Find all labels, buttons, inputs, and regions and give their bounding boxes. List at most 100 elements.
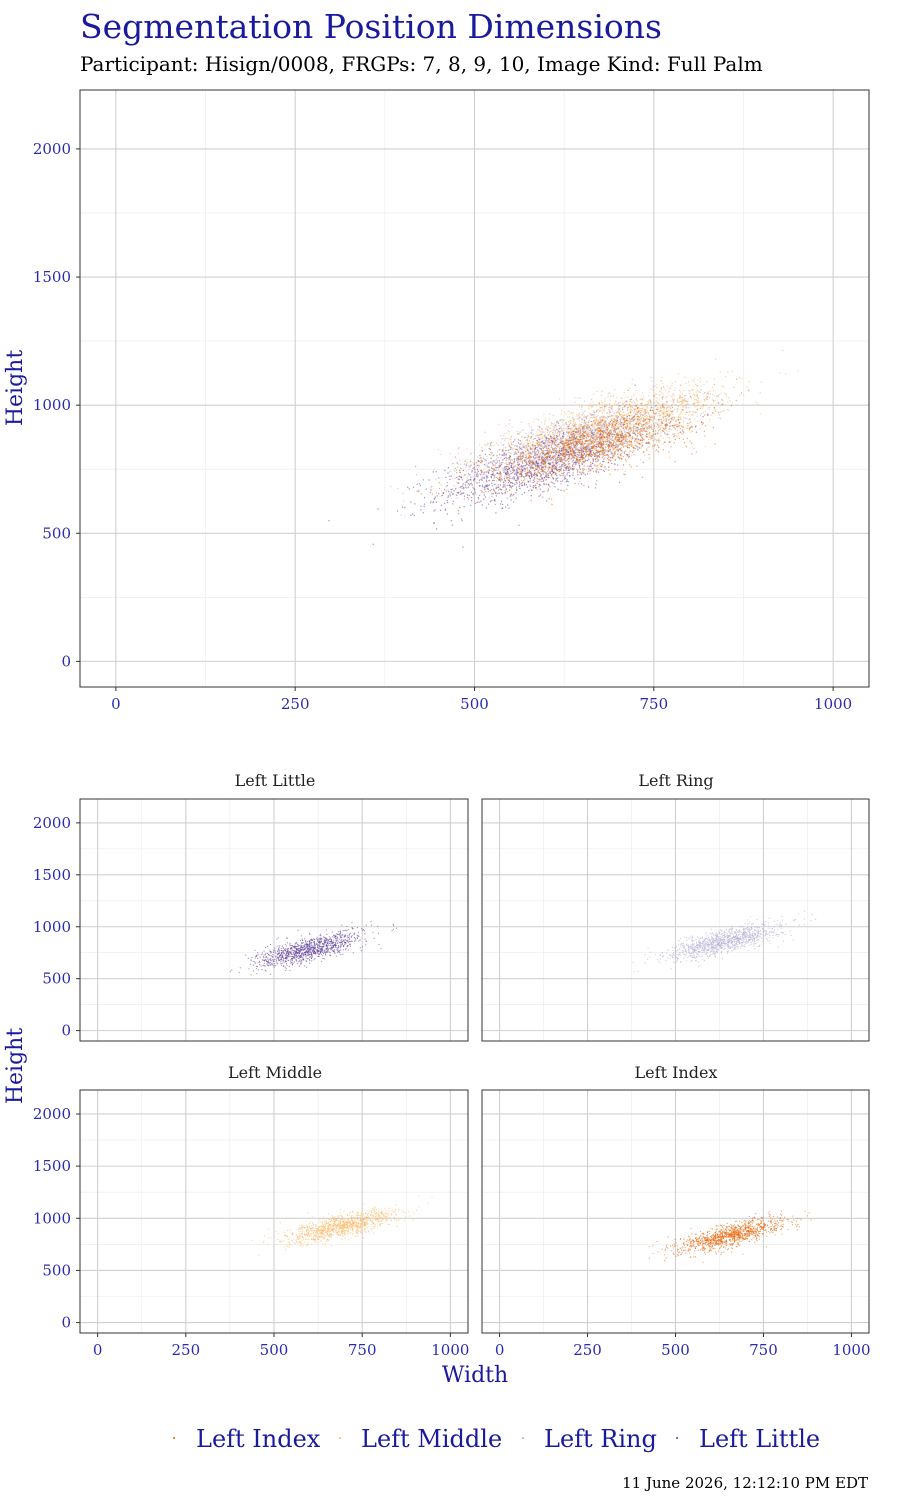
- scatter-point: [481, 470, 483, 473]
- scatter-point: [642, 414, 644, 416]
- scatter-point: [591, 433, 593, 435]
- scatter-point: [552, 447, 554, 449]
- scatter-point: [712, 401, 715, 403]
- scatter-point: [572, 417, 575, 419]
- scatter-point: [480, 500, 482, 502]
- scatter-point: [512, 476, 514, 479]
- scatter-point: [495, 512, 497, 514]
- scatter-point: [716, 395, 719, 397]
- scatter-point: [683, 421, 685, 423]
- scatter-point: [509, 466, 511, 469]
- scatter-point: [524, 457, 526, 459]
- scatter-point: [651, 437, 653, 440]
- scatter-point: [540, 446, 542, 448]
- scatter-point: [562, 427, 564, 430]
- scatter-point: [588, 468, 590, 470]
- scatter-point: [594, 416, 596, 418]
- scatter-point: [644, 454, 646, 456]
- scatter-point: [677, 398, 679, 400]
- scatter-point: [584, 460, 586, 462]
- scatter-point: [598, 464, 600, 466]
- scatter-point: [404, 515, 406, 517]
- scatter-point: [558, 473, 561, 475]
- scatter-point: [626, 408, 629, 410]
- scatter-point: [689, 390, 691, 392]
- scatter-point: [503, 468, 505, 470]
- scatter-point: [554, 465, 557, 468]
- scatter-point: [545, 447, 547, 449]
- scatter-point: [484, 486, 486, 488]
- scatter-point: [372, 543, 374, 545]
- scatter-point: [513, 451, 515, 454]
- scatter-point: [495, 495, 498, 497]
- scatter-point: [685, 427, 688, 429]
- scatter-point: [481, 485, 484, 488]
- scatter-point: [727, 397, 730, 399]
- scatter-point: [618, 412, 620, 414]
- scatter-point: [702, 393, 704, 395]
- scatter-point: [748, 388, 750, 390]
- scatter-point: [547, 490, 549, 492]
- scatter-point: [497, 444, 499, 447]
- scatter-point: [588, 459, 590, 461]
- scatter-point: [447, 489, 449, 491]
- scatter-point: [564, 411, 566, 413]
- scatter-point: [523, 429, 525, 431]
- scatter-point: [504, 479, 506, 481]
- scatter-point: [665, 410, 667, 413]
- scatter-point: [564, 433, 567, 435]
- scatter-point: [665, 420, 667, 422]
- scatter-point: [572, 413, 574, 415]
- scatter-point: [614, 446, 616, 449]
- scatter-point: [533, 473, 536, 475]
- scatter-point: [533, 450, 535, 452]
- scatter-point: [719, 371, 721, 373]
- scatter-point: [646, 427, 649, 429]
- scatter-point: [545, 454, 547, 456]
- scatter-point: [615, 449, 618, 451]
- scatter-point: [460, 485, 462, 488]
- scatter-point: [564, 477, 566, 479]
- scatter-point: [562, 424, 564, 426]
- scatter-point: [400, 514, 402, 516]
- scatter-point: [743, 394, 745, 396]
- scatter-point: [554, 432, 556, 435]
- scatter-point: [476, 469, 479, 471]
- scatter-point: [629, 400, 631, 403]
- scatter-point: [485, 480, 487, 482]
- scatter-point: [562, 451, 564, 453]
- scatter-point: [610, 441, 612, 444]
- scatter-point: [494, 459, 497, 461]
- scatter-point: [570, 422, 572, 424]
- scatter-point: [592, 410, 594, 412]
- scatter-point: [524, 478, 526, 480]
- scatter-point: [556, 433, 558, 435]
- scatter-point: [486, 455, 488, 457]
- scatter-point: [553, 464, 556, 467]
- scatter-point: [550, 440, 553, 442]
- scatter-point: [500, 483, 502, 486]
- scatter-point: [512, 484, 514, 487]
- scatter-point: [669, 414, 672, 416]
- scatter-point: [480, 449, 482, 451]
- scatter-point: [520, 436, 523, 438]
- scatter-point: [649, 417, 651, 419]
- scatter-point: [700, 389, 702, 391]
- scatter-point: [482, 471, 485, 473]
- scatter-point: [470, 483, 472, 486]
- scatter-point: [622, 425, 624, 427]
- scatter-point: [738, 376, 741, 379]
- scatter-point: [522, 459, 524, 462]
- scatter-point: [575, 439, 577, 442]
- scatter-point: [544, 449, 546, 452]
- scatter-point: [534, 468, 537, 470]
- scatter-point: [663, 419, 665, 422]
- scatter-point: [695, 396, 697, 398]
- scatter-point: [615, 401, 617, 403]
- scatter-point: [681, 393, 683, 395]
- scatter-point: [560, 439, 562, 442]
- scatter-point: [725, 396, 728, 398]
- scatter-point: [510, 464, 513, 467]
- scatter-point: [605, 412, 608, 414]
